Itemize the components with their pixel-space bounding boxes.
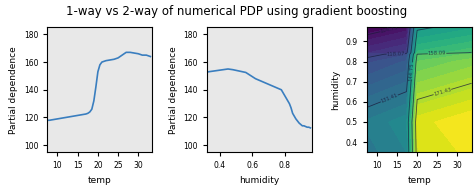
Text: 144.75: 144.75 bbox=[409, 62, 415, 81]
X-axis label: temp: temp bbox=[407, 176, 431, 185]
Text: 1-way vs 2-way of numerical PDP using gradient boosting: 1-way vs 2-way of numerical PDP using gr… bbox=[66, 5, 408, 18]
Y-axis label: humidity: humidity bbox=[331, 70, 340, 110]
X-axis label: humidity: humidity bbox=[239, 176, 280, 185]
X-axis label: temp: temp bbox=[88, 176, 112, 185]
Text: 158.09: 158.09 bbox=[428, 51, 447, 56]
Text: 104.73: 104.73 bbox=[380, 25, 399, 34]
Y-axis label: Partial dependence: Partial dependence bbox=[169, 46, 178, 134]
Text: 131.41: 131.41 bbox=[380, 93, 399, 104]
Text: 171.43: 171.43 bbox=[433, 87, 452, 97]
Text: 118.07: 118.07 bbox=[386, 51, 405, 57]
Y-axis label: Partial dependence: Partial dependence bbox=[9, 46, 18, 134]
